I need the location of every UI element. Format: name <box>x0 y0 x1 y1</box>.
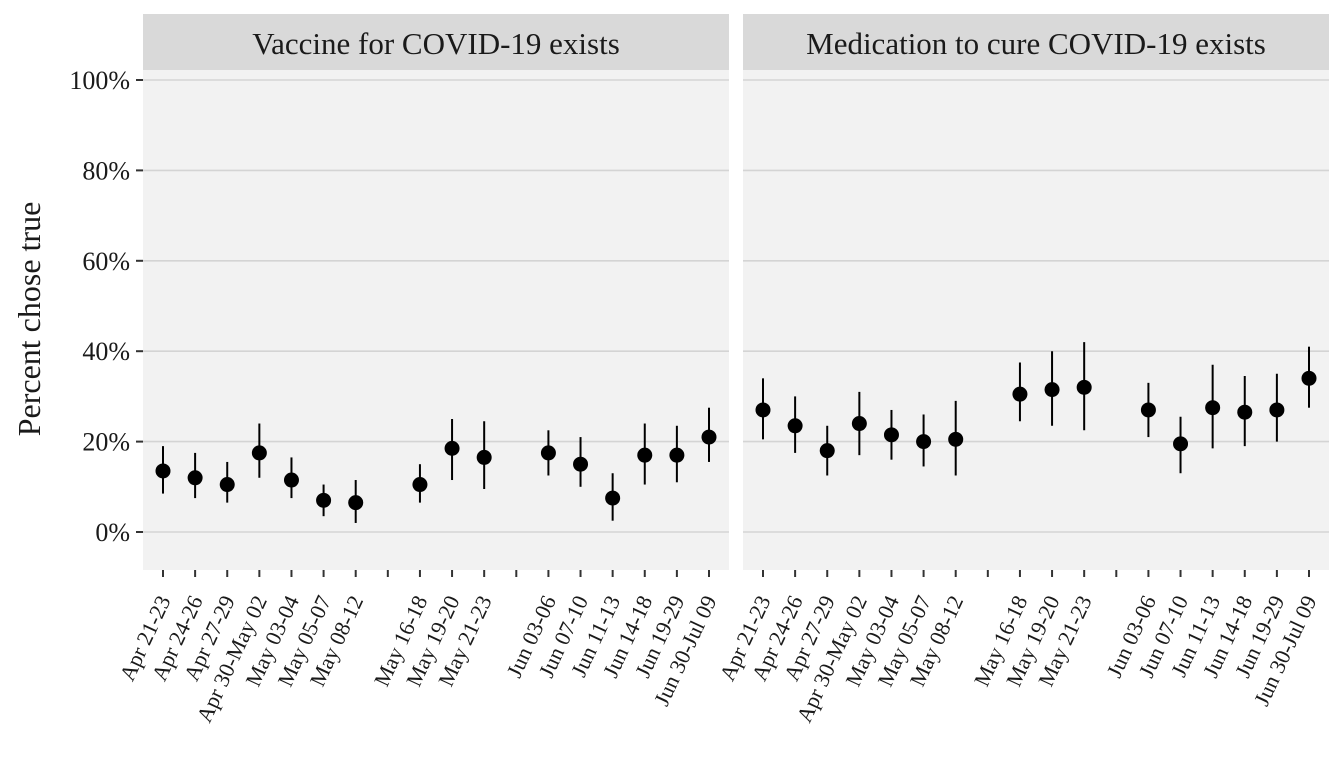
data-point-group <box>1140 382 1156 438</box>
data-point <box>283 472 299 488</box>
y-tick-label: 40% <box>82 337 130 366</box>
data-point-group <box>1076 342 1092 431</box>
y-tick-label: 20% <box>82 428 130 457</box>
data-point-group <box>669 425 685 483</box>
data-point <box>1269 402 1285 418</box>
data-point <box>1012 386 1028 402</box>
y-axis-title: Percent chose true <box>11 202 47 437</box>
data-point <box>637 447 653 463</box>
panel-background <box>743 70 1329 570</box>
data-point-group <box>1012 362 1028 422</box>
data-point-group <box>251 423 267 478</box>
data-point <box>573 456 589 472</box>
data-point <box>187 470 203 486</box>
data-point <box>948 431 964 447</box>
data-point-group <box>348 480 364 523</box>
data-point-group <box>444 419 460 481</box>
data-point-group <box>1205 364 1221 449</box>
y-tick-label: 60% <box>82 247 130 276</box>
facet-strip <box>143 14 729 70</box>
data-point <box>1044 382 1060 398</box>
facet-strip <box>743 14 1329 70</box>
data-point-group <box>1173 416 1189 474</box>
data-point <box>540 445 556 461</box>
data-point-group <box>755 378 771 440</box>
data-point <box>605 490 621 506</box>
data-point-group <box>283 457 299 499</box>
data-point <box>787 418 803 434</box>
data-point <box>444 440 460 456</box>
data-point <box>251 445 267 461</box>
data-point <box>1076 379 1092 395</box>
facet-title: Medication to cure COVID-19 exists <box>806 26 1266 61</box>
data-point-group <box>787 396 803 453</box>
data-point <box>219 477 235 493</box>
data-point <box>1173 436 1189 452</box>
data-point-group <box>851 391 867 456</box>
data-point <box>819 443 835 459</box>
panel-background <box>143 70 729 570</box>
data-point-group <box>637 423 653 485</box>
y-axis: 0% 20% 40% 60% 80% 100% <box>69 66 143 547</box>
data-point-group <box>819 425 835 476</box>
data-point <box>412 477 428 493</box>
data-point-group <box>476 421 492 490</box>
data-point-group <box>316 484 332 517</box>
data-point-group <box>155 446 171 494</box>
y-tick-label: 100% <box>69 66 130 95</box>
data-point <box>883 427 899 443</box>
data-point-group <box>573 437 589 487</box>
data-point <box>669 447 685 463</box>
data-point-group <box>701 407 717 462</box>
data-point <box>1140 402 1156 418</box>
data-point-group <box>187 452 203 499</box>
data-point <box>916 434 932 450</box>
data-point-group <box>412 464 428 503</box>
data-point <box>755 402 771 418</box>
data-point-group <box>1269 373 1285 442</box>
data-point-group <box>948 400 964 476</box>
y-tick-label: 80% <box>82 156 130 185</box>
data-point-group <box>1237 376 1253 447</box>
data-point <box>1237 404 1253 420</box>
data-point-group <box>916 414 932 467</box>
data-point <box>348 495 364 511</box>
data-point <box>701 429 717 445</box>
data-point <box>851 416 867 432</box>
data-point <box>1301 370 1317 386</box>
data-point-group <box>219 461 235 503</box>
data-point-group <box>540 430 556 476</box>
data-point-group <box>605 473 621 521</box>
data-point-group <box>883 409 899 460</box>
y-tick-label: 0% <box>95 518 130 547</box>
data-point-group <box>1044 351 1060 426</box>
data-point-group <box>1301 346 1317 408</box>
data-point <box>155 463 171 479</box>
data-point <box>316 492 332 508</box>
data-point <box>1205 400 1221 416</box>
data-point <box>476 449 492 465</box>
facet-title: Vaccine for COVID-19 exists <box>252 26 620 61</box>
